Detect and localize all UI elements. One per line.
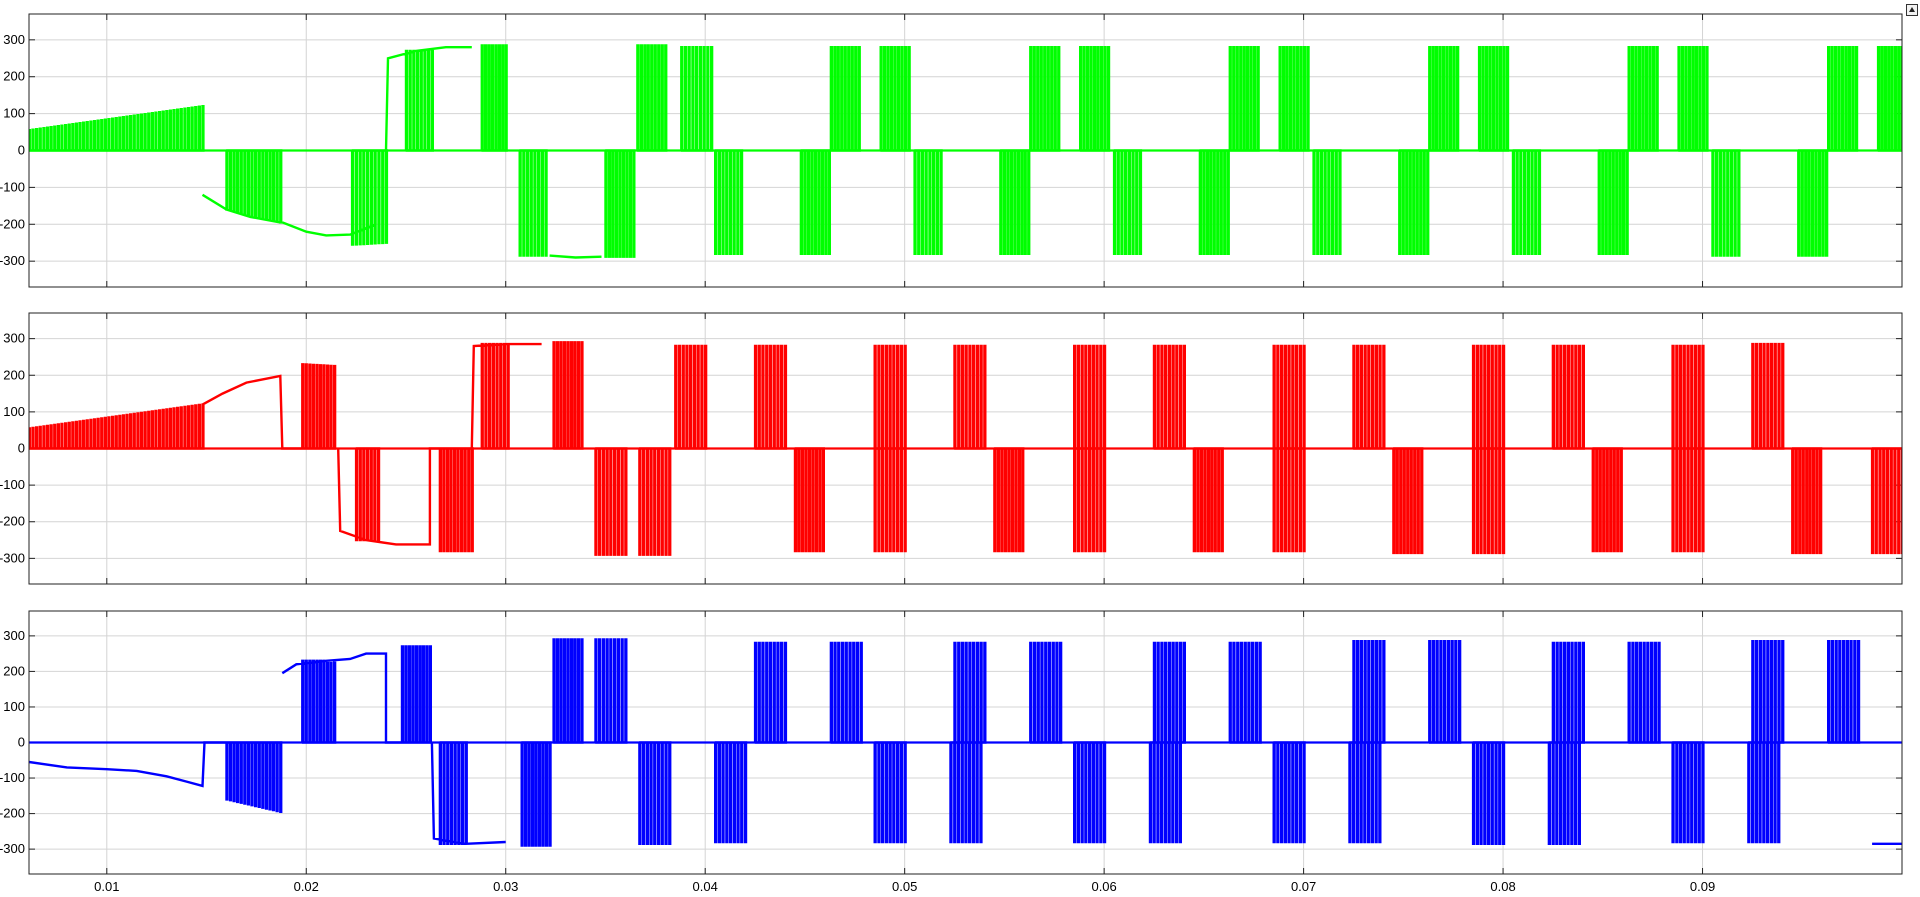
restore-axes-icon[interactable] (1906, 4, 1918, 16)
y-tick-label: -200 (0, 216, 25, 231)
y-tick-label: -300 (0, 253, 25, 268)
axes-box (28, 13, 1903, 288)
y-tick-label: 0 (18, 143, 25, 158)
x-tick-label: 0.06 (1091, 879, 1116, 894)
y-tick-label: -200 (0, 806, 25, 821)
y-tick-label: 200 (3, 69, 25, 84)
x-tick-label: 0.02 (294, 879, 319, 894)
y-tick-label: 0 (18, 441, 25, 456)
series-line (29, 44, 1902, 259)
y-tick-label: -100 (0, 770, 25, 785)
y-tick-label: 100 (3, 699, 25, 714)
x-tick-label: 0.07 (1291, 879, 1316, 894)
series-line (29, 638, 1902, 847)
y-tick-label: 300 (3, 331, 25, 346)
y-tick-label: 100 (3, 106, 25, 121)
y-tick-label: 100 (3, 404, 25, 419)
x-tick-label: 0.01 (94, 879, 119, 894)
x-tick-label: 0.04 (693, 879, 718, 894)
y-tick-label: 0 (18, 735, 25, 750)
scope-panel-1: 300 200 100 0 -100 -200 -300 (0, 13, 1903, 288)
y-tick-label: -200 (0, 514, 25, 529)
x-tick-label: 0.03 (493, 879, 518, 894)
x-tick-label: 0.08 (1490, 879, 1515, 894)
y-tick-label: -100 (0, 179, 25, 194)
axes-box (28, 610, 1903, 875)
x-tick-label: 0.09 (1690, 879, 1715, 894)
y-tick-label: 300 (3, 628, 25, 643)
axes-box (28, 312, 1903, 585)
scope-panel-3: 300 200 100 0 -100 -200 -300 0.01 0.02 0.03 0.04 0.… (0, 610, 1903, 894)
series-line (29, 341, 1902, 556)
y-tick-label: -300 (0, 841, 25, 856)
scope-panel-2: 300 200 100 0 -100 -200 -300 (0, 312, 1903, 585)
y-tick-label: 200 (3, 367, 25, 382)
x-tick-label: 0.05 (892, 879, 917, 894)
y-tick-label: -100 (0, 477, 25, 492)
y-tick-label: 300 (3, 32, 25, 47)
y-tick-label: -300 (0, 550, 25, 565)
y-tick-label: 200 (3, 663, 25, 678)
